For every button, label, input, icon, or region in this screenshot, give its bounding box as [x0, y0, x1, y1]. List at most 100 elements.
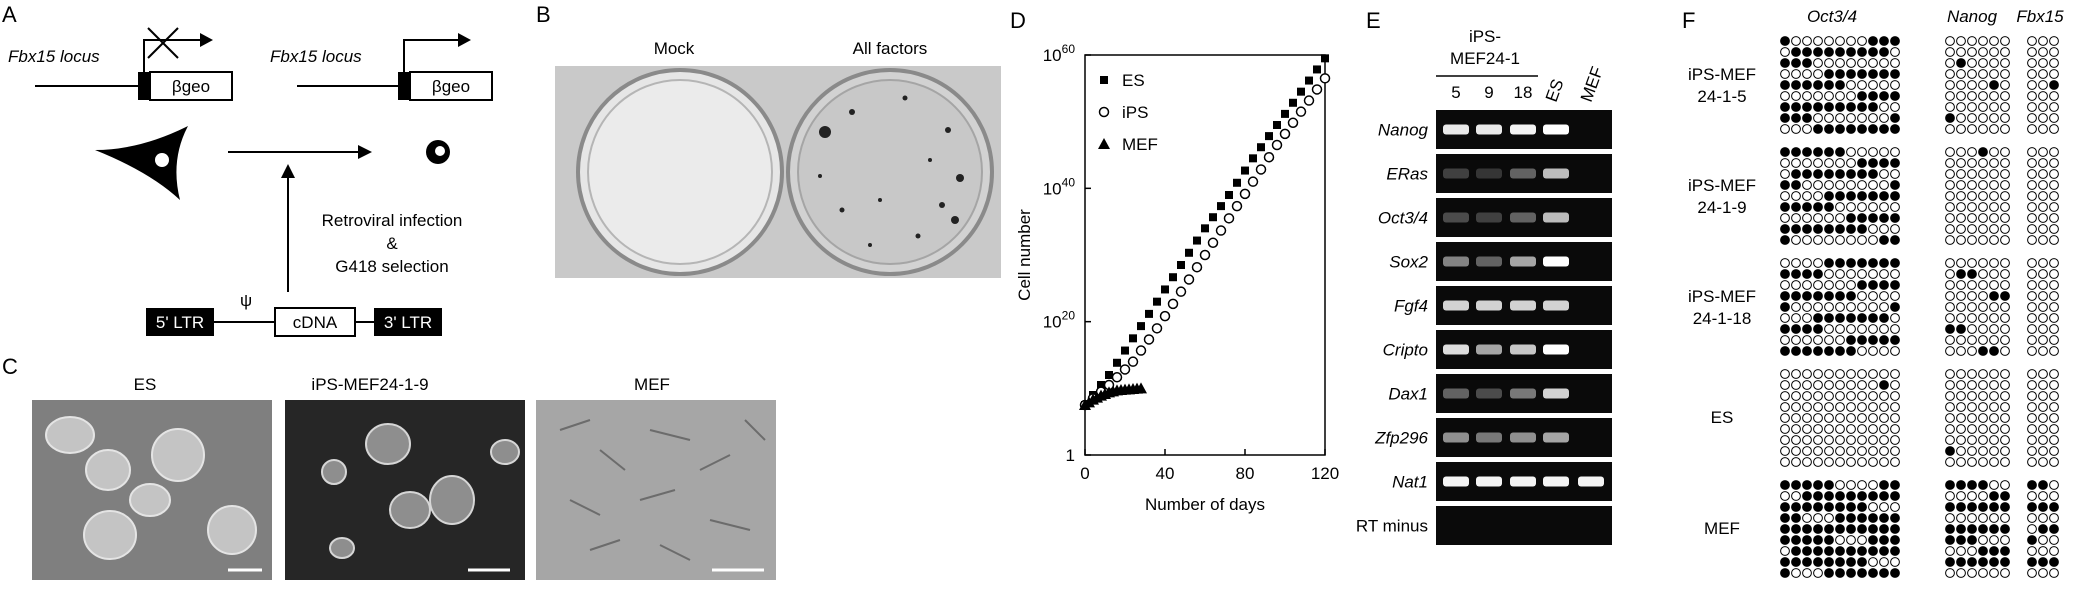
cpg-unmethylated	[1780, 158, 1790, 168]
cpg-methylated	[1890, 180, 1900, 190]
cpg-unmethylated	[2027, 413, 2037, 423]
cpg-unmethylated	[1835, 202, 1845, 212]
cpg-methylated	[1835, 546, 1845, 556]
cpg-unmethylated	[1978, 424, 1988, 434]
gel-band	[1543, 168, 1569, 179]
cpg-unmethylated	[1780, 369, 1790, 379]
cpg-unmethylated	[1868, 224, 1878, 234]
cpg-unmethylated	[1978, 113, 1988, 123]
cpg-unmethylated	[2049, 224, 2059, 234]
cpg-unmethylated	[2000, 169, 2010, 179]
gene-label: Dax1	[1388, 385, 1428, 404]
cpg-unmethylated	[1868, 80, 1878, 90]
cpg-unmethylated	[1868, 413, 1878, 423]
cpg-unmethylated	[1857, 269, 1867, 279]
cpg-methylated	[1989, 502, 1999, 512]
gel-band	[1510, 388, 1536, 399]
cpg-unmethylated	[1813, 302, 1823, 312]
colony-dot	[928, 158, 932, 162]
cpg-methylated	[1857, 169, 1867, 179]
cpg-unmethylated	[1868, 235, 1878, 245]
cpg-unmethylated	[1846, 424, 1856, 434]
cpg-methylated	[1857, 313, 1867, 323]
cpg-methylated	[1835, 47, 1845, 57]
cpg-methylated	[1945, 324, 1955, 334]
cpg-unmethylated	[1989, 147, 1999, 157]
cpg-unmethylated	[2049, 124, 2059, 134]
cpg-unmethylated	[1978, 258, 1988, 268]
es-point	[1321, 54, 1329, 63]
gel-band	[1543, 212, 1569, 223]
cpg-unmethylated	[2049, 235, 2059, 245]
cpg-methylated	[1791, 535, 1801, 545]
cpg-unmethylated	[1945, 47, 1955, 57]
cpg-unmethylated	[1956, 313, 1966, 323]
series-ips	[1079, 73, 1331, 411]
cpg-unmethylated	[1945, 513, 1955, 523]
cpg-unmethylated	[2000, 513, 2010, 523]
cpg-unmethylated	[1802, 391, 1812, 401]
cpg-methylated	[1846, 124, 1856, 134]
cpg-methylated	[1835, 346, 1845, 356]
cpg-methylated	[1802, 58, 1812, 68]
cpg-unmethylated	[2027, 180, 2037, 190]
cpg-methylated	[1879, 280, 1889, 290]
cpg-unmethylated	[2000, 58, 2010, 68]
exon-right	[398, 72, 410, 100]
cpg-unmethylated	[1967, 391, 1977, 401]
cpg-methylated	[1857, 224, 1867, 234]
cpg-methylated	[1868, 568, 1878, 578]
cpg-unmethylated	[1989, 480, 1999, 490]
cpg-methylated	[1780, 480, 1790, 490]
x-tick-label: 40	[1156, 464, 1175, 483]
cpg-unmethylated	[1989, 191, 1999, 201]
cpg-unmethylated	[1967, 568, 1977, 578]
cpg-unmethylated	[2049, 113, 2059, 123]
cpg-unmethylated	[1846, 180, 1856, 190]
cpg-methylated	[1835, 502, 1845, 512]
cpg-unmethylated	[2049, 413, 2059, 423]
cpg-methylated	[1802, 491, 1812, 501]
cpg-methylated	[1890, 491, 1900, 501]
cpg-methylated	[1791, 102, 1801, 112]
cpg-unmethylated	[1857, 80, 1867, 90]
lane-label: 5	[1451, 83, 1460, 102]
y-tick-label: 1	[1066, 446, 1075, 465]
cpg-unmethylated	[2049, 568, 2059, 578]
cpg-unmethylated	[1956, 346, 1966, 356]
cpg-methylated	[1780, 224, 1790, 234]
cpg-methylated	[1956, 480, 1966, 490]
cpg-unmethylated	[1978, 280, 1988, 290]
cpg-methylated	[1890, 235, 1900, 245]
mef-micrograph	[536, 400, 776, 580]
cpg-unmethylated	[1945, 258, 1955, 268]
cpg-unmethylated	[2027, 435, 2037, 445]
cpg-methylated	[2038, 480, 2048, 490]
colony-dot	[956, 174, 964, 182]
cpg-unmethylated	[1890, 346, 1900, 356]
cpg-unmethylated	[1989, 424, 1999, 434]
ips-point	[1215, 225, 1227, 236]
cpg-unmethylated	[1846, 91, 1856, 101]
cpg-unmethylated	[1857, 235, 1867, 245]
es-point	[1305, 76, 1313, 85]
cpg-unmethylated	[1967, 435, 1977, 445]
cpg-methylated	[1857, 557, 1867, 567]
ips-point	[1319, 73, 1331, 84]
cpg-unmethylated	[2049, 280, 2059, 290]
cpg-unmethylated	[1967, 413, 1977, 423]
cpg-methylated	[1813, 546, 1823, 556]
cpg-methylated	[1967, 524, 1977, 534]
cpg-unmethylated	[1802, 36, 1812, 46]
cpg-unmethylated	[1879, 391, 1889, 401]
cpg-unmethylated	[2000, 113, 2010, 123]
cpg-unmethylated	[2027, 369, 2037, 379]
cpg-methylated	[1780, 513, 1790, 523]
cpg-methylated	[1890, 191, 1900, 201]
cpg-unmethylated	[1967, 346, 1977, 356]
cpg-unmethylated	[1967, 147, 1977, 157]
cpg-unmethylated	[1802, 280, 1812, 290]
gel-band	[1510, 168, 1536, 179]
cpg-methylated	[2027, 535, 2037, 545]
cpg-unmethylated	[1989, 513, 1999, 523]
